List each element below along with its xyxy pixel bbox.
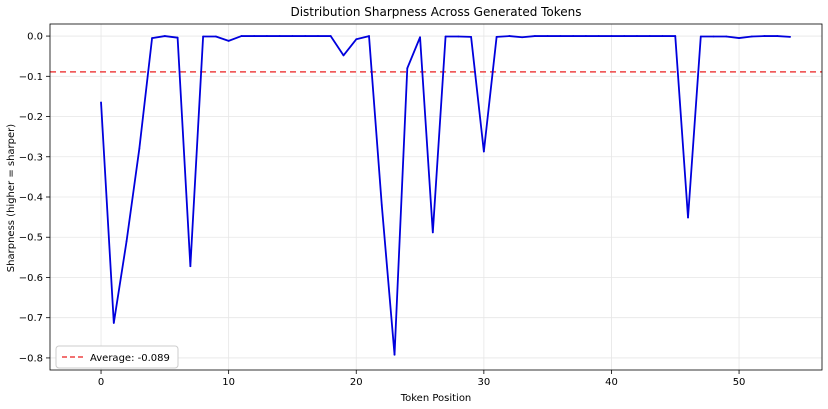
- sharpness-data-point: [100, 101, 102, 104]
- y-tick-label: −0.4: [19, 193, 43, 204]
- sharpness-data-point: [355, 38, 358, 41]
- sharpness-data-point: [712, 35, 715, 38]
- sharpness-data-point: [253, 35, 256, 37]
- sharpness-data-point: [380, 204, 383, 206]
- sharpness-data-point: [750, 35, 753, 38]
- sharpness-data-point: [368, 35, 370, 37]
- sharpness-data-point: [521, 36, 524, 39]
- sharpness-data-point: [763, 35, 766, 37]
- x-tick-label: 40: [605, 377, 618, 388]
- sharpness-data-point: [329, 35, 332, 37]
- sharpness-data-point: [495, 35, 498, 38]
- sharpness-data-point: [725, 35, 728, 38]
- sharpness-data-point: [738, 37, 740, 39]
- sharpness-data-point: [291, 35, 294, 37]
- sharpness-data-point: [406, 67, 409, 70]
- sharpness-data-point: [317, 35, 319, 37]
- x-tick-label: 20: [350, 377, 363, 388]
- sharpness-data-point: [457, 35, 460, 38]
- y-tick-label: −0.8: [19, 353, 43, 364]
- sharpness-data-point: [610, 35, 613, 37]
- sharpness-data-point: [189, 265, 192, 268]
- sharpness-data-point: [214, 35, 217, 38]
- sharpness-data-point: [342, 54, 345, 57]
- sharpness-data-point: [125, 240, 128, 243]
- x-tick-label: 30: [477, 377, 490, 388]
- sharpness-data-point: [393, 353, 396, 356]
- sharpness-data-point: [585, 35, 587, 37]
- sharpness-data-point: [278, 35, 281, 37]
- sharpness-data-point: [482, 150, 485, 153]
- sharpness-data-point: [687, 216, 689, 219]
- legend-box: [55, 345, 179, 369]
- y-tick-label: −0.7: [19, 313, 43, 324]
- sharpness-data-point: [227, 39, 230, 42]
- sharpness-data-point: [572, 35, 575, 37]
- sharpness-data-point: [112, 322, 115, 324]
- series-layer: [100, 35, 791, 356]
- legend-label-average: Average: -0.089: [90, 353, 170, 364]
- sharpness-data-point: [597, 35, 600, 37]
- sharpness-data-point: [444, 35, 447, 38]
- y-tick-label: −0.3: [19, 152, 43, 163]
- y-tick-label: −0.5: [19, 233, 43, 244]
- sharpness-data-point: [559, 35, 562, 37]
- sharpness-data-point: [163, 35, 166, 37]
- sharpness-data-point: [304, 35, 307, 37]
- ticks-layer: 0 10 20 30 40 50 0.0 −0.1 −0.2 −0.3 −0.4 −0.5 −0.6 −0…: [19, 32, 746, 388]
- y-tick-label: −0.6: [19, 273, 43, 284]
- sharpness-data-point: [138, 147, 141, 150]
- sharpness-data-point: [240, 35, 243, 37]
- sharpness-data-point: [431, 231, 434, 234]
- x-axis-label: Token Position: [400, 393, 472, 404]
- sharpness-data-point: [699, 35, 702, 38]
- x-tick-label: 10: [222, 377, 235, 388]
- sharpness-data-point: [789, 35, 791, 38]
- sharpness-data-point: [176, 36, 179, 39]
- sharpness-data-point: [266, 35, 268, 37]
- sharpness-data-point: [648, 35, 651, 37]
- sharpness-data-point: [546, 35, 549, 37]
- sharpness-data-point: [470, 35, 472, 38]
- y-tick-label: −0.2: [19, 112, 43, 123]
- sharpness-data-point: [202, 35, 205, 38]
- x-tick-label: 0: [98, 377, 104, 388]
- sharpness-data-point: [533, 35, 536, 37]
- chart-title: Distribution Sharpness Across Generated …: [290, 5, 581, 19]
- sharpness-data-point: [661, 35, 664, 37]
- sharpness-data-point: [623, 35, 626, 37]
- y-tick-label: −0.1: [19, 72, 43, 83]
- sharpness-data-point: [508, 35, 511, 37]
- y-tick-label: 0.0: [27, 32, 43, 43]
- sharpness-data-point: [674, 35, 677, 37]
- legend: Average: -0.089: [55, 345, 179, 369]
- y-axis-label: Sharpness (higher = sharper): [6, 124, 17, 272]
- x-tick-label: 50: [733, 377, 746, 388]
- sharpness-data-point: [636, 35, 638, 37]
- sharpness-data-point: [419, 36, 421, 39]
- sharpness-data-point: [151, 37, 153, 39]
- sharpness-data-point: [776, 35, 779, 37]
